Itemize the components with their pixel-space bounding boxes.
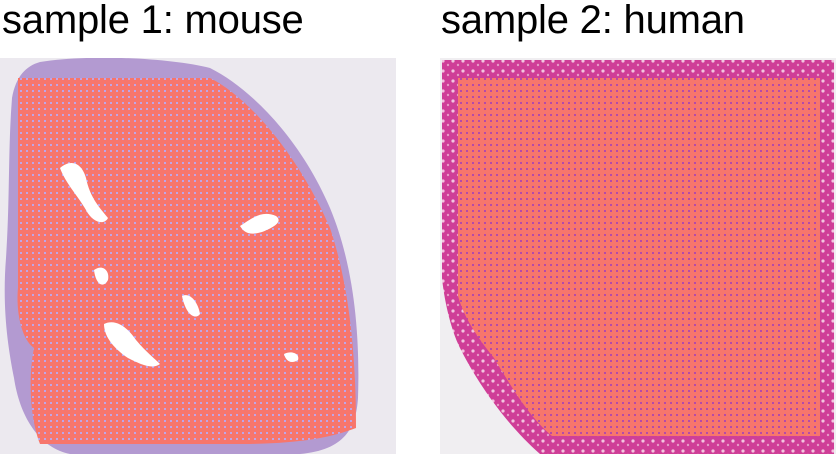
tissue-hole [60,163,108,223]
image-panel-mouse [0,58,396,454]
spot-coverage-region [458,78,820,436]
panel-title-mouse: sample 1: mouse [2,0,304,42]
panel-title-human: sample 2: human [441,0,745,42]
tissue-hole [182,295,200,317]
tissue-image-mouse [0,58,396,454]
tissue-hole [104,322,160,367]
tissue-hole [284,352,299,362]
tissue-image-human [440,58,836,454]
spot-coverage-region [17,78,357,444]
tissue-hole [94,267,109,285]
tissue-hole [240,213,279,234]
image-panel-human [440,58,836,454]
